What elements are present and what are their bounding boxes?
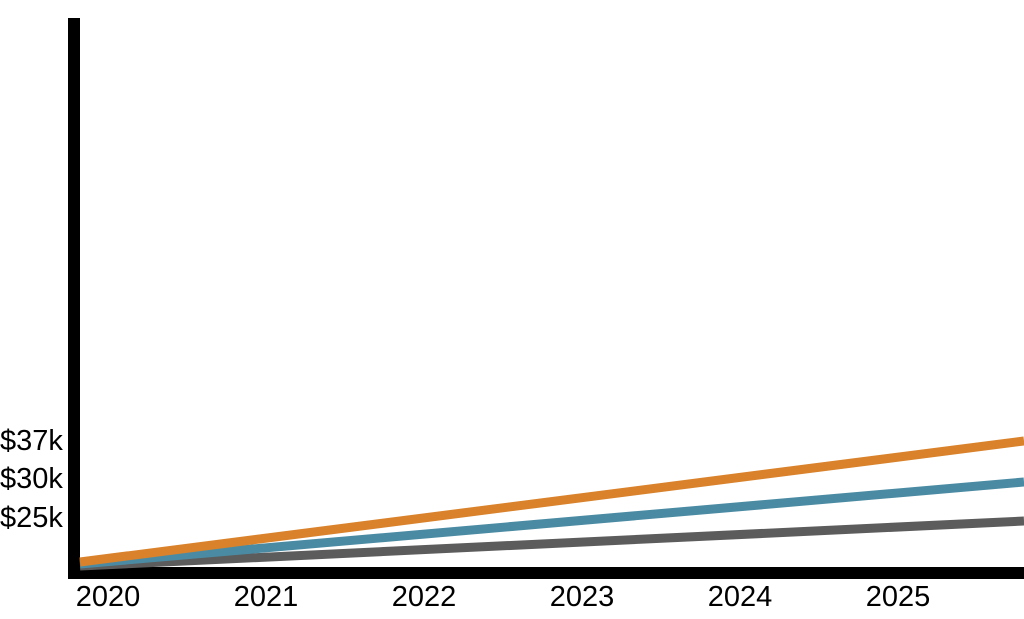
y-axis-line [68,18,80,579]
series-line-high-growth-line [79,436,1024,567]
x-tick-label: 2021 [233,581,299,613]
x-tick-label: 2024 [707,581,773,613]
y-tick-label: $25k [0,502,63,534]
y-tick-label: $30k [0,463,63,495]
y-tick-label: $37k [0,425,63,457]
x-axis-line [68,567,1024,579]
x-tick-label: 2025 [865,581,931,613]
x-tick-label: 2023 [549,581,615,613]
series-line-low-growth-line [79,516,1024,571]
x-tick-label: 2020 [75,581,141,613]
x-tick-label: 2022 [391,581,457,613]
series-line-mid-growth-line [79,477,1024,569]
